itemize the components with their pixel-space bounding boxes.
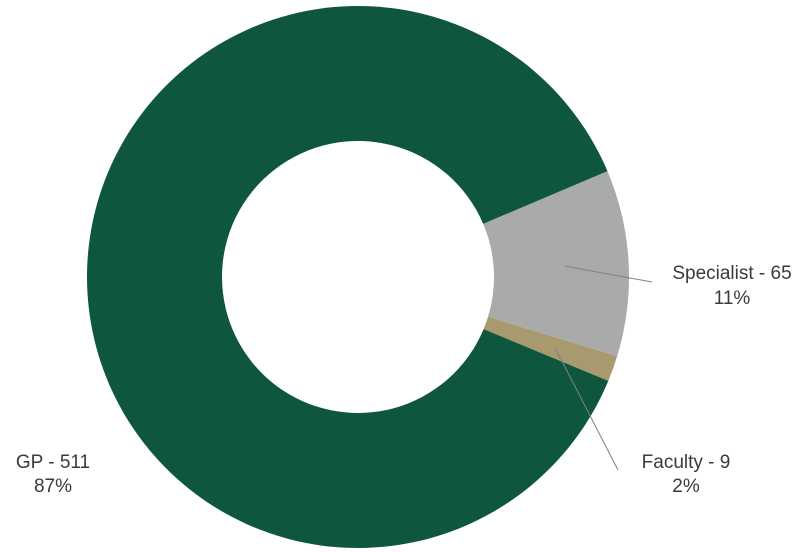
- slice-percent-gp: 87%: [34, 476, 72, 497]
- slice-faculty: [483, 316, 618, 381]
- leader-line-specialist: [565, 265, 653, 283]
- leader-line-faculty: [554, 347, 619, 471]
- slice-label-specialist: Specialist - 65: [672, 263, 791, 284]
- slice-percent-specialist: 11%: [714, 288, 751, 309]
- slice-percent-faculty: 2%: [672, 476, 700, 497]
- slice-label-faculty: Faculty - 9: [642, 452, 731, 473]
- slice-specialist: [483, 171, 629, 357]
- slice-gp: [87, 6, 609, 549]
- slice-label-gp: GP - 511: [16, 452, 90, 473]
